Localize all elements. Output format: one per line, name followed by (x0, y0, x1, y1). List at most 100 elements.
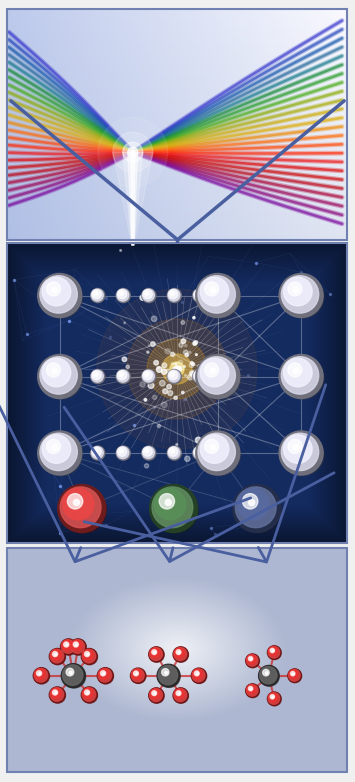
Circle shape (193, 447, 206, 458)
Circle shape (198, 364, 200, 366)
Polygon shape (123, 152, 143, 245)
Bar (7, 243, 347, 543)
Circle shape (284, 278, 312, 306)
Circle shape (167, 446, 181, 460)
Circle shape (191, 363, 195, 366)
Circle shape (159, 665, 180, 687)
Circle shape (171, 363, 174, 365)
Circle shape (198, 433, 235, 471)
Circle shape (246, 683, 259, 698)
Circle shape (263, 669, 269, 676)
Circle shape (175, 371, 179, 375)
Circle shape (42, 358, 71, 387)
Circle shape (142, 370, 156, 383)
Circle shape (50, 688, 66, 703)
Circle shape (82, 688, 98, 703)
Circle shape (247, 685, 260, 698)
Circle shape (144, 291, 149, 296)
Circle shape (162, 402, 167, 407)
Circle shape (288, 439, 302, 454)
Circle shape (143, 371, 152, 380)
Circle shape (91, 289, 105, 303)
Circle shape (185, 353, 189, 357)
Circle shape (281, 357, 319, 394)
Circle shape (73, 500, 80, 506)
Circle shape (223, 379, 224, 381)
Circle shape (136, 673, 137, 675)
Circle shape (194, 447, 203, 456)
Circle shape (61, 640, 75, 653)
Circle shape (250, 658, 252, 660)
Circle shape (71, 640, 84, 653)
Circle shape (117, 289, 130, 303)
Circle shape (147, 351, 149, 353)
Circle shape (170, 353, 175, 357)
Circle shape (164, 672, 168, 674)
Circle shape (163, 389, 168, 393)
Circle shape (84, 651, 89, 657)
Circle shape (131, 669, 146, 683)
Circle shape (82, 687, 96, 701)
Circle shape (236, 488, 282, 533)
Circle shape (172, 292, 174, 295)
Circle shape (131, 668, 146, 683)
Circle shape (179, 368, 182, 371)
Circle shape (185, 344, 187, 347)
Circle shape (119, 291, 124, 296)
Circle shape (38, 354, 82, 399)
Circle shape (87, 692, 88, 694)
Circle shape (172, 374, 174, 375)
Circle shape (53, 690, 58, 695)
Circle shape (149, 647, 164, 662)
Circle shape (176, 370, 179, 373)
Circle shape (95, 450, 97, 452)
Circle shape (211, 302, 213, 303)
Circle shape (49, 648, 65, 665)
Circle shape (267, 692, 281, 705)
Circle shape (51, 650, 61, 660)
Circle shape (175, 367, 180, 371)
Circle shape (150, 648, 160, 658)
Circle shape (142, 370, 154, 382)
Circle shape (63, 665, 86, 688)
Circle shape (279, 354, 323, 399)
Circle shape (196, 673, 198, 675)
Circle shape (260, 666, 277, 683)
Circle shape (140, 382, 145, 387)
Circle shape (34, 669, 50, 684)
Circle shape (150, 689, 160, 699)
Circle shape (175, 689, 185, 699)
Circle shape (81, 648, 97, 665)
Circle shape (181, 391, 184, 394)
Circle shape (179, 365, 184, 371)
Circle shape (198, 357, 235, 394)
Circle shape (66, 644, 68, 646)
Circle shape (179, 367, 181, 368)
Circle shape (193, 289, 206, 301)
Circle shape (175, 648, 185, 658)
Circle shape (35, 669, 45, 680)
Circle shape (210, 287, 216, 292)
Circle shape (146, 374, 148, 375)
Circle shape (148, 382, 154, 389)
Circle shape (288, 669, 301, 683)
Circle shape (40, 357, 77, 394)
Circle shape (181, 339, 186, 343)
Circle shape (174, 689, 189, 703)
Circle shape (233, 485, 281, 533)
Circle shape (40, 276, 82, 318)
Circle shape (122, 357, 127, 361)
Polygon shape (131, 152, 135, 245)
Circle shape (272, 650, 274, 651)
Circle shape (40, 434, 82, 475)
Circle shape (61, 488, 106, 533)
Circle shape (159, 493, 175, 509)
Circle shape (47, 282, 61, 296)
Circle shape (97, 289, 257, 449)
Circle shape (267, 646, 281, 659)
Circle shape (92, 447, 101, 456)
Circle shape (269, 647, 278, 656)
Circle shape (84, 690, 89, 695)
Circle shape (132, 669, 142, 680)
Circle shape (193, 317, 195, 319)
